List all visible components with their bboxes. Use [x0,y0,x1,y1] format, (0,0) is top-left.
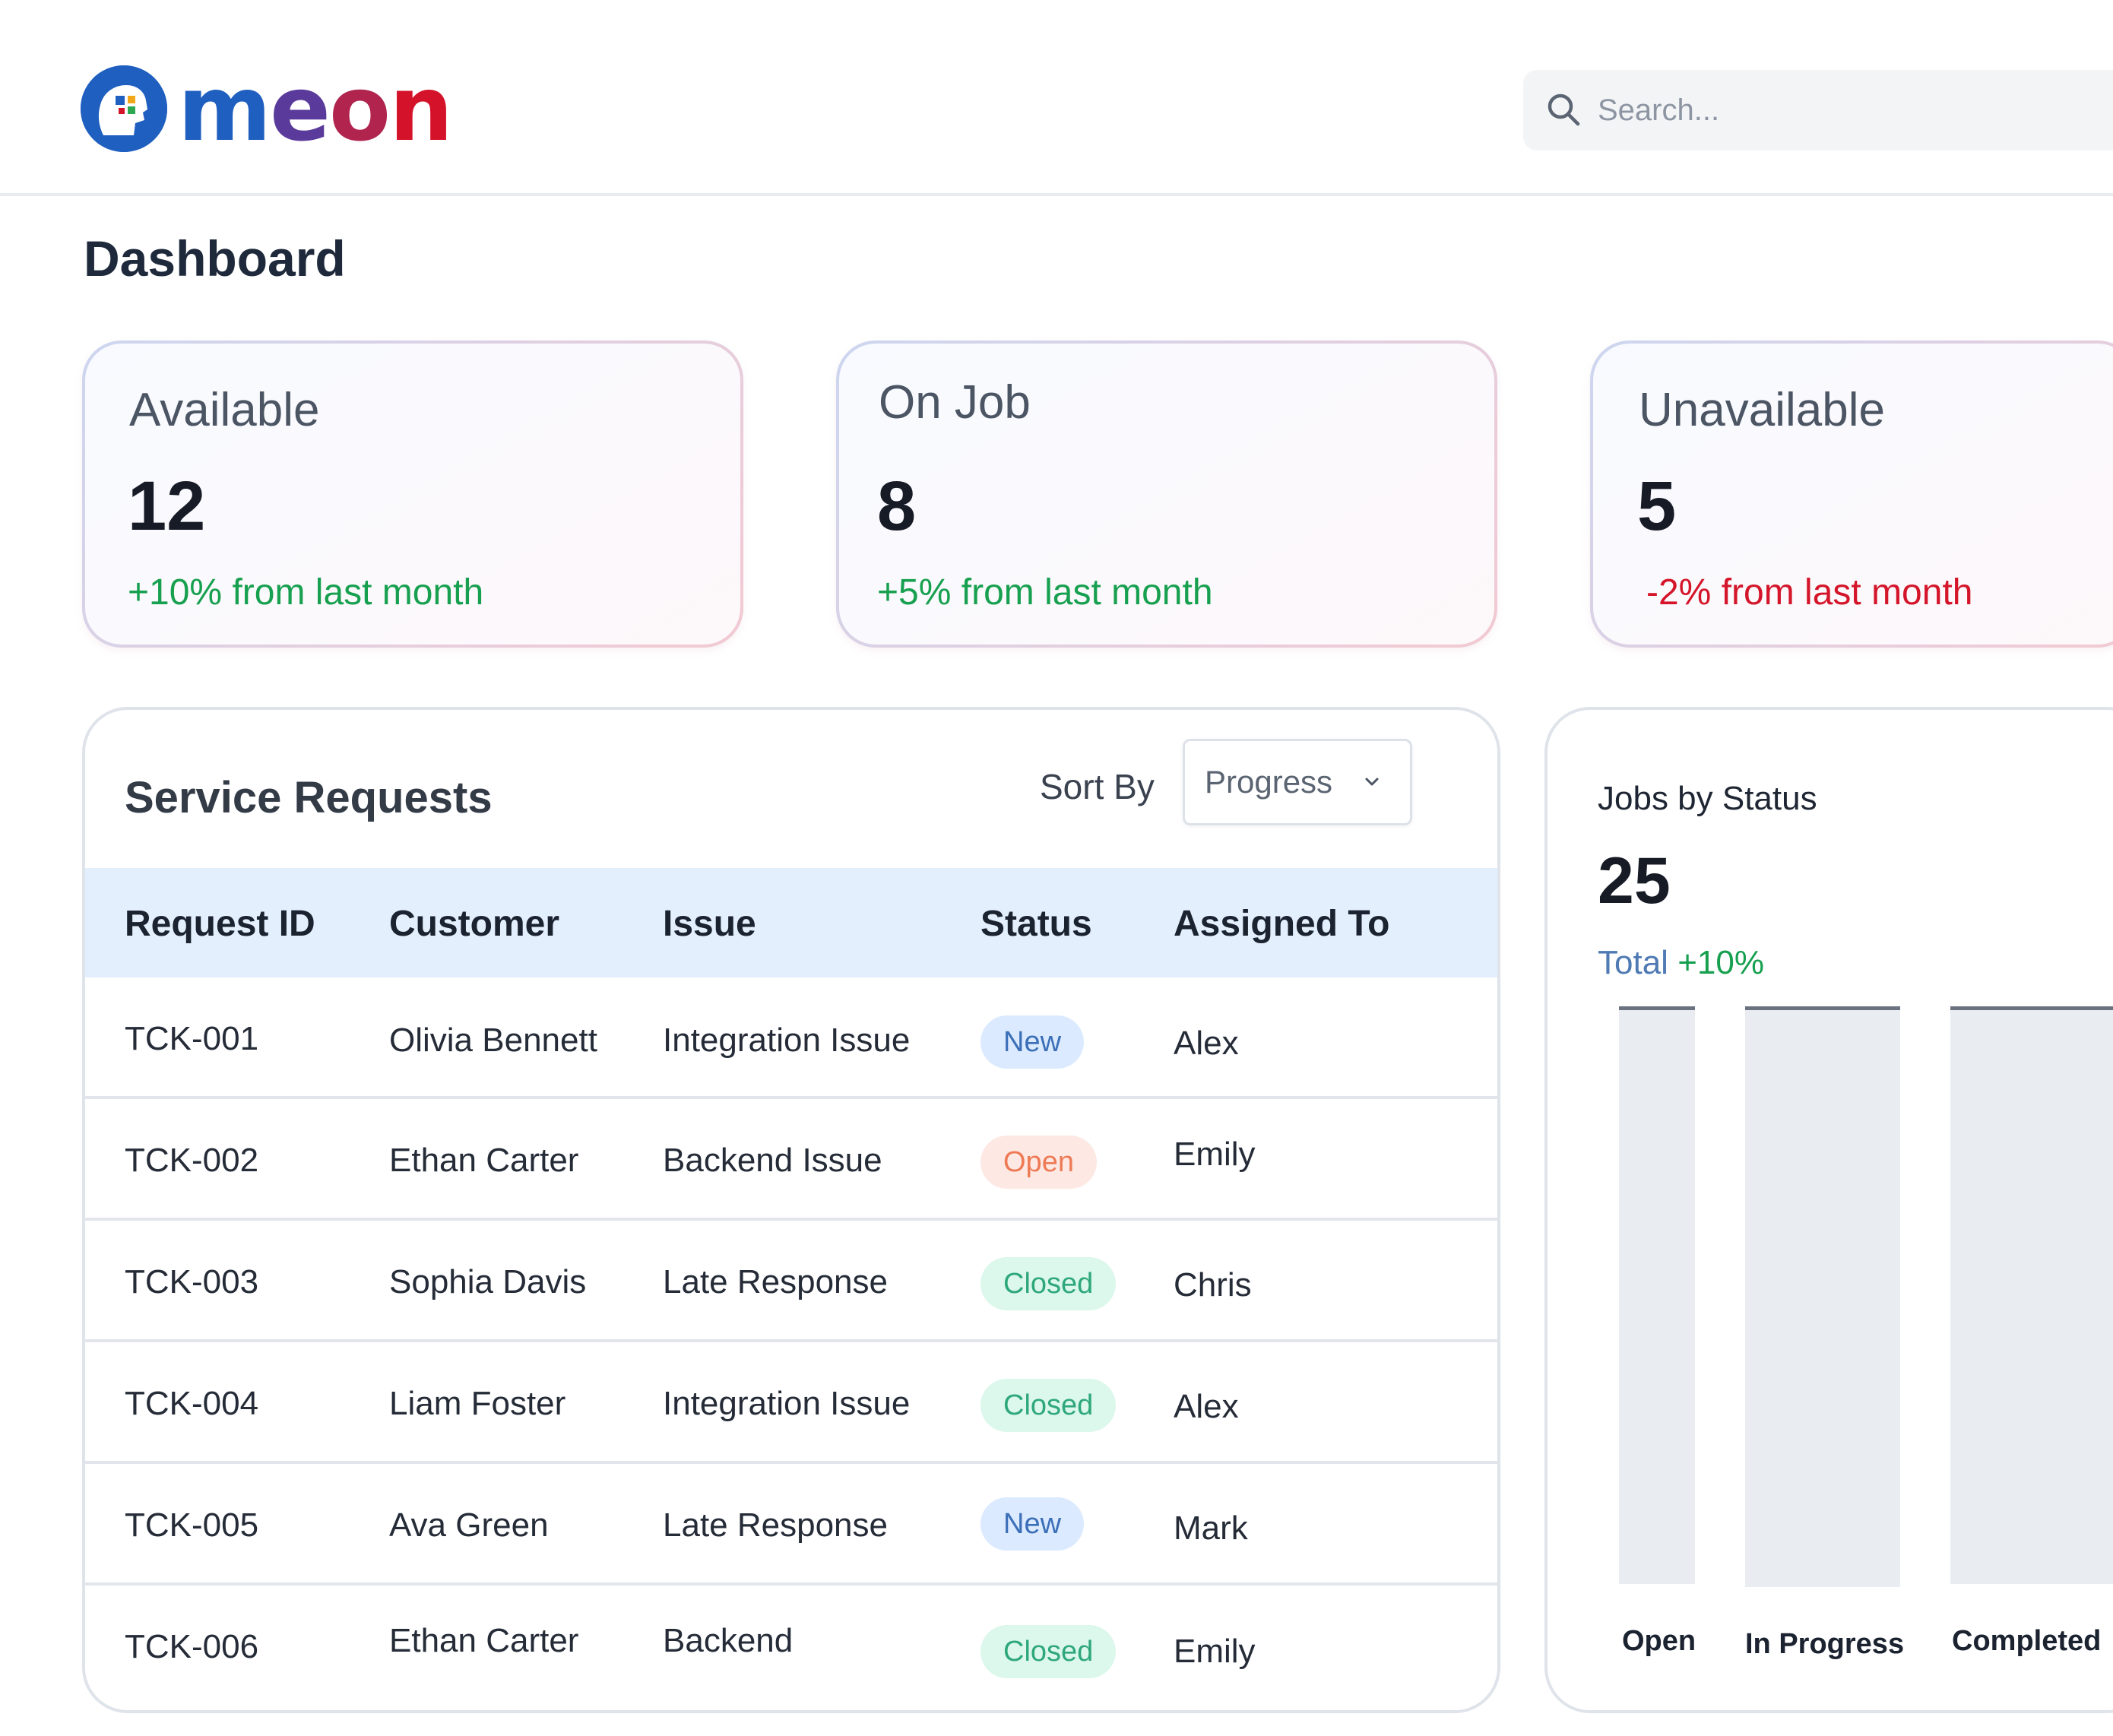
stat-change: -2% from last month [1646,572,1973,613]
status-badge: New [980,1015,1085,1069]
cell-issue: Late Response [663,1506,888,1544]
bar-in-progress[interactable] [1745,1006,1900,1587]
bar-completed[interactable] [1950,1006,2113,1584]
cell-request-id: TCK-005 [125,1506,259,1544]
jobs-by-status-panel: Jobs by Status 25 Total +10% Open In Pro… [1544,707,2113,1713]
brand-letter-o: o [329,56,391,161]
brand-letter-m: m [178,56,271,161]
jobs-panel-title: Jobs by Status [1598,780,1817,817]
sort-dropdown[interactable]: Progress [1183,739,1412,825]
brand-wordmark: meon [178,64,453,154]
stat-card-on-job[interactable]: On Job 8 +5% from last month [836,341,1497,648]
status-badge: New [980,1497,1085,1551]
table-row[interactable]: TCK-004 Liam Foster Integration Issue Cl… [85,1342,1497,1464]
cell-request-id: TCK-001 [125,1020,259,1057]
head-logo-icon [81,65,167,152]
stat-change: +5% from last month [877,572,1213,613]
jobs-total-label: Total [1598,944,1668,981]
bar-label-in-progress: In Progress [1745,1628,1905,1660]
meon-logo[interactable]: meon [81,64,453,154]
jobs-total-value: 25 [1598,844,1671,917]
status-badge: Closed [980,1625,1117,1678]
cell-issue: Integration Issue [663,1022,911,1059]
cell-customer: Ethan Carter [389,1142,579,1179]
cell-request-id: TCK-004 [125,1385,259,1422]
cell-assigned-to: Mark [1174,1509,1248,1547]
cell-customer: Ethan Carter [389,1622,579,1659]
search-icon [1548,93,1580,126]
bar-label-completed: Completed [1952,1625,2102,1657]
column-header-customer[interactable]: Customer [389,904,560,944]
stat-card-available[interactable]: Available 12 +10% from last month [82,341,743,648]
sort-label: Sort By [1040,767,1155,806]
cell-issue: Integration Issue [663,1385,911,1422]
status-badge: Closed [980,1379,1117,1432]
stat-value: 12 [128,467,206,545]
stat-value: 5 [1637,467,1677,545]
cell-request-id: TCK-006 [125,1628,259,1665]
table-row[interactable]: TCK-006 Ethan Carter Backend Closed Emil… [85,1586,1497,1707]
column-header-request-id[interactable]: Request ID [125,904,315,944]
brand-letter-n: n [389,56,453,161]
cell-assigned-to: Emily [1174,1633,1256,1670]
cell-assigned-to: Alex [1174,1025,1239,1062]
stat-label: Available [129,384,320,436]
cell-request-id: TCK-003 [125,1263,259,1300]
table-row[interactable]: TCK-002 Ethan Carter Backend Issue Open … [85,1099,1497,1221]
bar-open[interactable] [1619,1006,1695,1584]
bar-label-open: Open [1622,1625,1696,1657]
brand-letter-e: e [269,56,331,161]
table-row[interactable]: TCK-003 Sophia Davis Late Response Close… [85,1221,1497,1342]
cell-customer: Sophia Davis [389,1263,587,1300]
status-badge: Closed [980,1257,1117,1310]
cell-assigned-to: Emily [1174,1136,1256,1173]
search-input[interactable] [1598,93,2054,128]
column-header-issue[interactable]: Issue [663,904,756,944]
status-badge: Open [980,1136,1097,1189]
table-row[interactable]: TCK-005 Ava Green Late Response New Mark [85,1464,1497,1586]
jobs-total-change: +10% [1677,944,1764,981]
cell-issue: Backend [663,1622,794,1659]
table-row[interactable]: TCK-001 Olivia Bennett Integration Issue… [85,977,1497,1099]
column-header-status[interactable]: Status [980,904,1092,944]
stat-label: On Job [879,376,1031,429]
panel-title: Service Requests [125,773,493,822]
stat-change: +10% from last month [128,572,484,613]
column-header-assigned-to[interactable]: Assigned To [1174,904,1390,944]
stat-label: Unavailable [1639,384,1885,436]
chevron-down-icon [1365,778,1379,786]
cell-request-id: TCK-002 [125,1142,259,1179]
cell-issue: Backend Issue [663,1142,882,1179]
stat-value: 8 [877,467,917,545]
table-header: Request ID Customer Issue Status Assigne… [85,868,1497,977]
sort-selected-value: Progress [1205,764,1333,800]
service-requests-panel: Service Requests Sort By Progress Reques… [82,707,1500,1713]
stat-card-unavailable[interactable]: Unavailable 5 -2% from last month [1590,341,2113,648]
cell-customer: Olivia Bennett [389,1022,597,1059]
cell-customer: Ava Green [389,1506,549,1544]
cell-customer: Liam Foster [389,1385,566,1422]
jobs-total-caption: Total +10% [1598,944,1764,982]
page-title: Dashboard [84,230,346,287]
cell-assigned-to: Alex [1174,1388,1239,1425]
cell-assigned-to: Chris [1174,1266,1252,1304]
top-header: meon [0,0,2113,196]
search-box[interactable] [1523,70,2113,150]
cell-issue: Late Response [663,1263,888,1300]
